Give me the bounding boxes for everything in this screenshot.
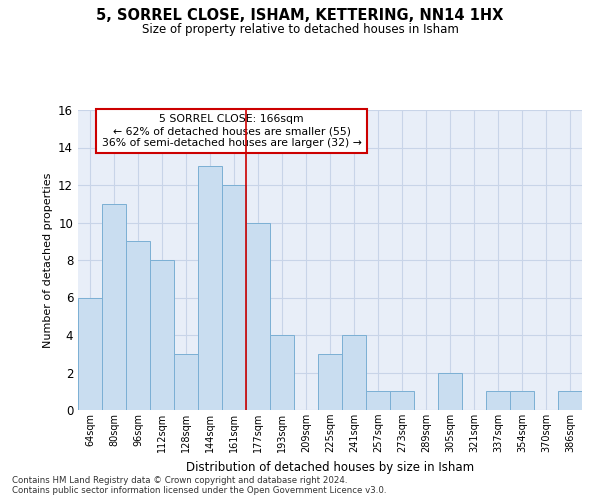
X-axis label: Distribution of detached houses by size in Isham: Distribution of detached houses by size …: [186, 460, 474, 473]
Text: Contains public sector information licensed under the Open Government Licence v3: Contains public sector information licen…: [12, 486, 386, 495]
Bar: [174, 354, 198, 410]
Text: Size of property relative to detached houses in Isham: Size of property relative to detached ho…: [142, 22, 458, 36]
Bar: [102, 204, 126, 410]
Bar: [246, 222, 270, 410]
Text: 5, SORREL CLOSE, ISHAM, KETTERING, NN14 1HX: 5, SORREL CLOSE, ISHAM, KETTERING, NN14 …: [97, 8, 503, 22]
Text: Contains HM Land Registry data © Crown copyright and database right 2024.: Contains HM Land Registry data © Crown c…: [12, 476, 347, 485]
Bar: [486, 391, 510, 410]
Bar: [390, 391, 414, 410]
Bar: [438, 372, 462, 410]
Bar: [558, 391, 582, 410]
Bar: [126, 242, 150, 410]
Text: 5 SORREL CLOSE: 166sqm
← 62% of detached houses are smaller (55)
36% of semi-det: 5 SORREL CLOSE: 166sqm ← 62% of detached…: [102, 114, 362, 148]
Bar: [510, 391, 534, 410]
Bar: [366, 391, 390, 410]
Bar: [318, 354, 342, 410]
Bar: [150, 260, 174, 410]
Bar: [78, 298, 102, 410]
Bar: [342, 335, 366, 410]
Y-axis label: Number of detached properties: Number of detached properties: [43, 172, 53, 348]
Bar: [270, 335, 294, 410]
Bar: [222, 185, 246, 410]
Bar: [198, 166, 222, 410]
